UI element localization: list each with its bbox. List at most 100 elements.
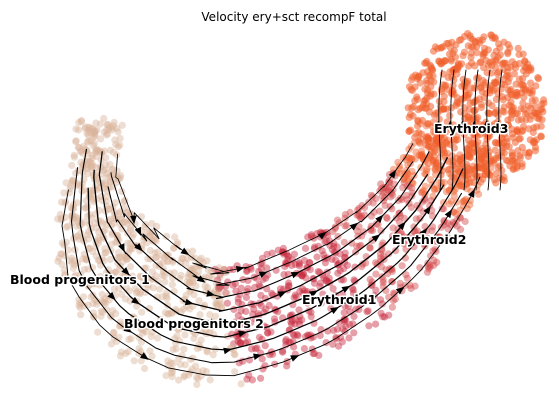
- cell-point: [411, 282, 419, 290]
- cell-point: [111, 136, 119, 144]
- cell-point: [404, 176, 412, 184]
- cell-point: [164, 357, 172, 365]
- cell-point: [72, 138, 80, 146]
- cell-point: [143, 239, 151, 247]
- cell-point: [248, 376, 256, 384]
- cell-point: [214, 284, 222, 292]
- cell-point: [203, 257, 211, 265]
- cell-point: [151, 249, 159, 257]
- cell-point: [471, 84, 479, 92]
- cell-point: [281, 262, 289, 270]
- cell-point: [309, 350, 317, 358]
- cell-point: [330, 242, 338, 251]
- cell-point: [475, 120, 483, 128]
- cell-point: [141, 223, 149, 231]
- cell-point: [88, 190, 96, 198]
- cell-point: [363, 308, 371, 316]
- cell-point: [85, 123, 94, 131]
- cell-point: [83, 164, 91, 172]
- cell-point: [520, 67, 528, 75]
- cell-point: [484, 170, 492, 178]
- cell-point: [306, 259, 314, 267]
- cell-point: [487, 31, 495, 39]
- cell-point: [232, 287, 240, 295]
- cell-point: [314, 268, 322, 276]
- cell-point: [87, 163, 95, 171]
- cell-point: [126, 244, 134, 252]
- cell-point: [336, 267, 344, 275]
- cell-point: [437, 60, 445, 68]
- cell-point: [85, 158, 93, 166]
- cell-point: [74, 167, 82, 175]
- cell-point: [378, 300, 386, 308]
- cell-point: [453, 132, 461, 140]
- cell-point: [376, 207, 384, 215]
- cell-point: [390, 290, 399, 298]
- cell-point: [528, 97, 536, 105]
- cell-point: [96, 272, 104, 281]
- cell-point: [163, 295, 171, 303]
- cell-point: [428, 227, 436, 235]
- cell-point: [344, 302, 352, 310]
- cell-point: [152, 254, 160, 262]
- cluster-labels: Blood progenitors 1 Blood progenitors 2 Er…: [9, 120, 510, 333]
- cell-point: [471, 106, 479, 114]
- cell-point: [504, 50, 512, 58]
- cell-point: [102, 154, 110, 162]
- cell-point: [175, 376, 183, 384]
- velocity-arrowhead: [419, 228, 428, 237]
- cell-point: [400, 175, 408, 184]
- cell-point: [408, 178, 416, 186]
- cell-point: [82, 204, 90, 212]
- cell-point: [335, 342, 343, 350]
- cell-point: [500, 108, 508, 116]
- cell-point: [259, 275, 267, 284]
- cell-point: [103, 193, 111, 201]
- cell-point: [189, 276, 197, 284]
- velocity-streamline: [79, 148, 464, 351]
- cell-point: [124, 249, 132, 257]
- cell-point: [111, 199, 119, 207]
- cell-point: [91, 219, 99, 227]
- cell-point: [258, 355, 266, 363]
- cell-point: [62, 198, 70, 206]
- cell-point: [408, 154, 416, 163]
- cell-point: [215, 285, 223, 293]
- cell-point: [163, 252, 171, 260]
- cell-point: [116, 134, 124, 142]
- cell-point: [389, 296, 397, 305]
- cell-point: [381, 313, 389, 321]
- velocity-arrowhead: [258, 271, 268, 278]
- cell-point: [513, 164, 521, 172]
- cell-point: [185, 279, 194, 287]
- cell-point: [357, 241, 365, 249]
- cell-point: [191, 254, 199, 262]
- cell-point: [292, 293, 300, 301]
- cell-point: [167, 359, 175, 367]
- cell-point: [138, 308, 146, 316]
- cell-point: [510, 70, 518, 78]
- cell-point: [97, 312, 105, 320]
- cell-point: [180, 372, 189, 380]
- cell-point: [147, 275, 155, 283]
- cell-point: [478, 164, 486, 172]
- cell-point: [137, 338, 146, 346]
- cell-point: [346, 208, 354, 216]
- cell-point: [403, 195, 411, 204]
- cell-point: [421, 195, 429, 203]
- cell-point: [212, 302, 221, 310]
- cell-point: [71, 213, 79, 221]
- cell-point: [491, 108, 499, 116]
- cell-point: [207, 324, 215, 332]
- cell-point: [92, 147, 100, 155]
- cell-point: [440, 149, 449, 157]
- velocity-arrowhead: [470, 120, 478, 130]
- cell-point: [398, 262, 406, 270]
- cell-point: [69, 264, 77, 272]
- cell-point: [105, 183, 113, 191]
- cell-point: [185, 278, 194, 286]
- cell-point: [267, 328, 275, 336]
- cell-point: [369, 226, 377, 235]
- cell-point: [189, 279, 197, 287]
- cell-point: [93, 126, 101, 134]
